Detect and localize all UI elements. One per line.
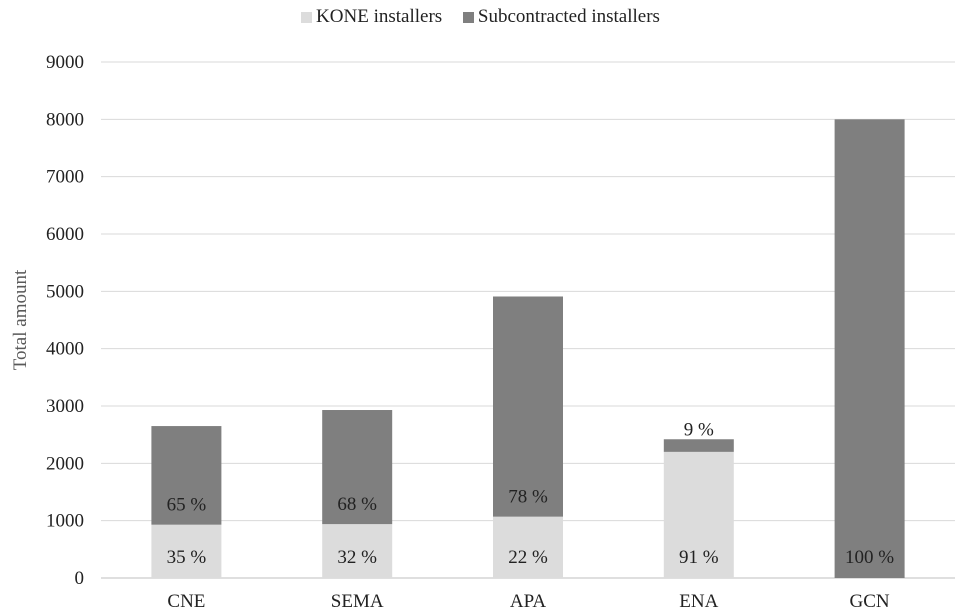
data-label-subcontracted: 65 % [167,495,207,516]
y-axis-label: Total amount [10,269,31,370]
data-label-kone: 32 % [337,547,377,568]
data-label-subcontracted: 78 % [508,487,548,508]
y-axis-ticks: 0 1000 2000 3000 4000 5000 6000 7000 8000 9000 [46,52,84,589]
y-tick-label: 7000 [46,167,84,188]
y-tick-label: 3000 [46,396,84,417]
y-tick-label: 5000 [46,281,84,302]
x-category-label: GCN [850,591,890,612]
y-tick-label: 8000 [46,109,84,130]
bar-subcontracted-installers [151,426,222,525]
legend-label-subcontracted: Subcontracted installers [477,6,660,27]
x-axis-categories: CNE SEMA APA ENA GCN [167,591,890,612]
bar-kone-installers [663,451,734,578]
y-tick-label: 4000 [46,339,84,360]
data-label-subcontracted: 100 % [845,547,894,568]
data-labels: 35 % 65 % 32 % 68 % 22 % 78 % 91 % 9 % 100 % [167,419,895,568]
data-label-subcontracted: 9 % [684,419,714,440]
x-category-label: SEMA [331,591,384,612]
bar-subcontracted-installers [834,119,905,578]
x-category-label: CNE [167,591,205,612]
bar-kone-installers [151,524,222,578]
data-label-subcontracted: 68 % [337,494,377,515]
bars [151,119,905,578]
legend-item-subcontracted: Subcontracted installers [462,6,660,28]
y-tick-label: 9000 [46,52,84,73]
data-label-kone: 35 % [167,547,207,568]
legend: KONE installers Subcontracted installers [0,6,961,29]
x-category-label: ENA [679,591,718,612]
x-category-label: APA [510,591,547,612]
y-tick-label: 1000 [46,511,84,532]
legend-item-kone: KONE installers [301,6,442,28]
bar-kone-installers [322,524,393,578]
y-tick-label: 2000 [46,453,84,474]
legend-swatch-subcontracted [462,11,474,23]
data-label-kone: 91 % [679,547,719,568]
y-tick-label: 0 [75,568,85,589]
bar-subcontracted-installers [322,410,393,525]
data-label-kone: 22 % [508,547,548,568]
y-tick-label: 6000 [46,224,84,245]
legend-label-kone: KONE installers [316,6,443,27]
bar-subcontracted-installers [493,296,563,517]
bar-kone-installers [493,516,563,578]
legend-swatch-kone [301,11,313,23]
bar-subcontracted-installers [663,439,734,452]
